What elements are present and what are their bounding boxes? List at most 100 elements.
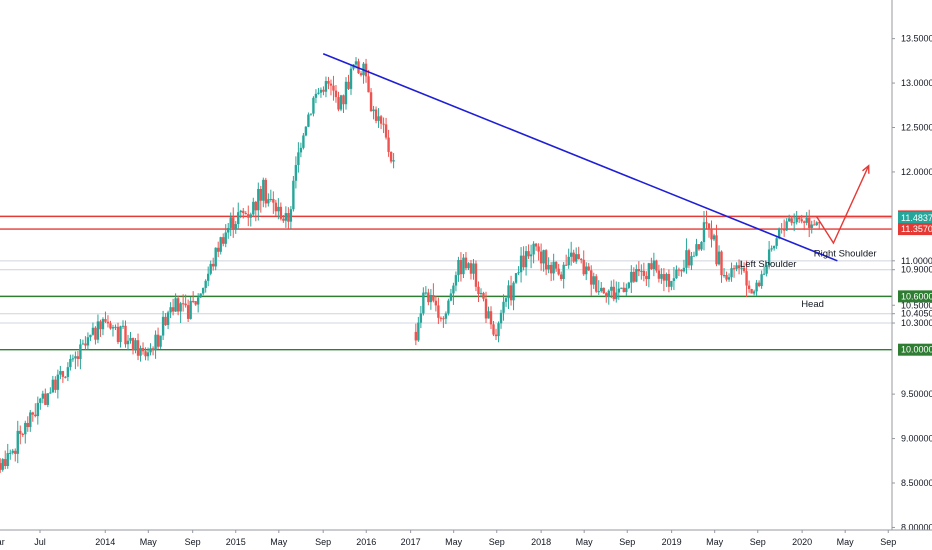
candle-body xyxy=(24,422,27,435)
candle-body xyxy=(16,430,19,454)
time-tick-label: Sep xyxy=(880,537,896,547)
candle-body xyxy=(492,324,495,335)
candle-body xyxy=(19,430,22,434)
price-badge-label: 11.35700 xyxy=(901,224,932,234)
candle-body xyxy=(9,452,12,454)
candle-body xyxy=(685,250,688,268)
time-tick-label: 2014 xyxy=(95,537,115,547)
candle-body xyxy=(595,276,598,292)
candle-body xyxy=(384,124,388,138)
price-axis: 13.50000 13.00000 12.50000 12.00000 11.00000… xyxy=(891,0,932,532)
candle-body xyxy=(372,109,375,112)
price-badge xyxy=(898,223,932,236)
time-tick-label: Sep xyxy=(489,537,505,547)
candle-body xyxy=(692,255,696,257)
candle-body xyxy=(549,264,553,274)
candle-body xyxy=(715,235,718,265)
price-badge-label: 11.48370 xyxy=(901,213,932,223)
candle-body xyxy=(580,258,583,260)
candle-body xyxy=(119,326,122,343)
candle-body xyxy=(184,303,187,306)
candle-body xyxy=(347,81,350,89)
candle-body xyxy=(677,269,681,271)
candle-body xyxy=(449,293,453,301)
candle-body xyxy=(282,218,285,221)
price-tick-label: 12.50000 xyxy=(901,123,932,133)
candle-body xyxy=(89,334,92,338)
time-tick-label: May xyxy=(445,537,463,547)
candle-body xyxy=(106,321,110,324)
candle-body xyxy=(712,235,716,240)
candle-body xyxy=(484,298,488,319)
candle-body xyxy=(427,292,430,303)
candle-body xyxy=(519,255,523,273)
candle-body xyxy=(642,270,646,276)
candle-body xyxy=(317,92,320,94)
candle-body xyxy=(136,340,140,356)
candle-body xyxy=(474,263,478,287)
candle-body xyxy=(615,292,618,300)
candle-body xyxy=(191,300,195,302)
candle-body xyxy=(44,393,47,405)
candle-body xyxy=(389,151,393,162)
candle-body xyxy=(662,274,666,281)
time-tick-label: 2017 xyxy=(401,537,421,547)
candle-body xyxy=(41,393,45,399)
candle-body xyxy=(392,160,395,162)
candle-body xyxy=(116,326,120,343)
candle-body xyxy=(382,123,385,125)
candle-body xyxy=(377,116,380,121)
candle-body xyxy=(84,343,87,346)
candle-body xyxy=(374,109,378,121)
candle-body xyxy=(457,259,460,276)
time-tick-label: Mar xyxy=(0,537,5,547)
candle-body xyxy=(462,257,465,275)
candle-body xyxy=(652,260,656,270)
price-badge-label: 10.00000 xyxy=(901,345,932,355)
candle-body xyxy=(36,402,40,417)
candle-body xyxy=(670,280,673,287)
candle-body xyxy=(439,317,443,319)
candle-body xyxy=(479,292,483,295)
candle-body xyxy=(69,359,72,368)
time-tick-label: Sep xyxy=(619,537,635,547)
candle-body xyxy=(792,222,796,224)
candle-body xyxy=(169,307,172,313)
price-badge xyxy=(898,290,932,303)
candle-body xyxy=(437,305,440,318)
candle-body xyxy=(434,300,438,306)
candle-body xyxy=(690,256,693,266)
candle-body xyxy=(269,198,273,200)
price-tick-label: 10.30000 xyxy=(901,318,932,328)
pattern-annotation: Right Shoulder xyxy=(814,248,877,259)
price-tick-label: 9.00000 xyxy=(901,434,932,444)
candle-body xyxy=(432,295,435,301)
candle-body xyxy=(472,263,475,274)
candle-body xyxy=(800,219,803,222)
candle-body xyxy=(514,273,518,283)
candle-body xyxy=(222,237,225,244)
candle-body xyxy=(224,232,227,244)
candle-body xyxy=(499,312,503,324)
candle-body xyxy=(344,81,348,105)
candle-body xyxy=(189,300,192,319)
candle-body xyxy=(176,298,180,312)
candle-body xyxy=(56,374,60,390)
candle-body xyxy=(722,275,726,277)
candle-body xyxy=(279,206,283,219)
candle-body xyxy=(587,266,590,271)
candle-body xyxy=(494,334,498,337)
candle-body xyxy=(342,95,345,105)
candle-body xyxy=(252,201,255,215)
candle-body xyxy=(657,270,661,279)
candle-body xyxy=(161,316,165,336)
annotations: Left Shoulder Right Shoulder Head xyxy=(740,248,877,310)
candle-body xyxy=(324,81,328,92)
time-tick-label: Sep xyxy=(315,537,331,547)
trendline-group xyxy=(322,52,870,262)
candle-body xyxy=(818,222,821,224)
candle-body xyxy=(760,274,763,287)
candle-body xyxy=(772,245,776,249)
